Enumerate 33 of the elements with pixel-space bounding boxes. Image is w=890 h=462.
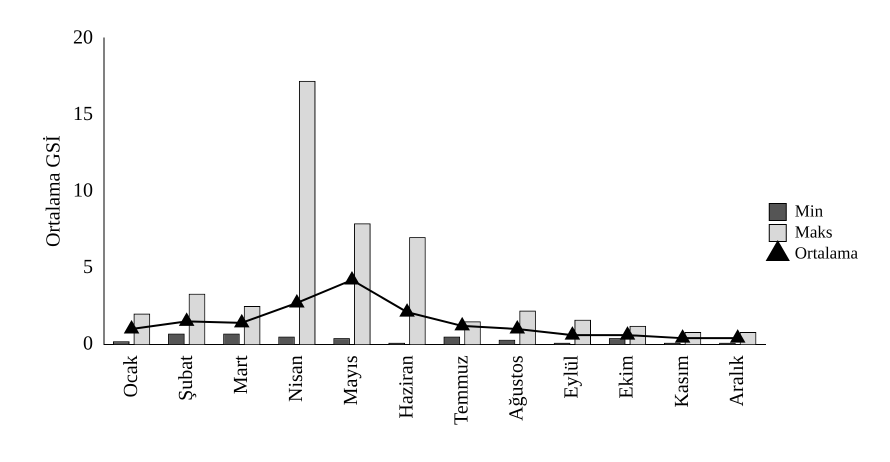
point (124, 320, 139, 334)
x-tick-label: Ağustos (506, 355, 528, 421)
point (676, 330, 690, 343)
point (730, 330, 745, 343)
x-tick-label: Mart (230, 354, 252, 394)
x-tick-label: Şubat (174, 354, 197, 401)
x-tick-label: Aralık (726, 355, 748, 406)
point (455, 318, 470, 330)
point (290, 294, 304, 308)
x-tick-label: Mayıs (340, 355, 362, 406)
point (510, 320, 524, 334)
point (344, 272, 360, 284)
point (620, 327, 635, 340)
legend-label: Ortalama (794, 243, 858, 262)
x-tick-label: Temmuz (450, 355, 472, 425)
point (565, 327, 580, 340)
x-tick-label: Haziran (395, 355, 418, 419)
point (400, 304, 414, 317)
y-tick-label: 5 (83, 256, 93, 278)
y-tick-label: 20 (73, 26, 93, 48)
y-tick-label: 10 (73, 179, 93, 202)
y-tick-label: 15 (73, 102, 93, 125)
x-tick-label: Eylül (560, 354, 583, 399)
x-tick-label: Kasım (670, 354, 693, 408)
y-tick-label: 0 (83, 332, 93, 355)
y-axis-title: Ortalama GSİ (42, 135, 64, 247)
x-tick-label: Ekim (616, 354, 638, 399)
x-tick-label: Nisan (285, 355, 308, 402)
x-tick-label: Ocak (120, 355, 142, 398)
legend-label: Maks (794, 222, 833, 242)
point (234, 314, 249, 328)
legend-label: Min (794, 201, 824, 220)
point (180, 313, 194, 326)
